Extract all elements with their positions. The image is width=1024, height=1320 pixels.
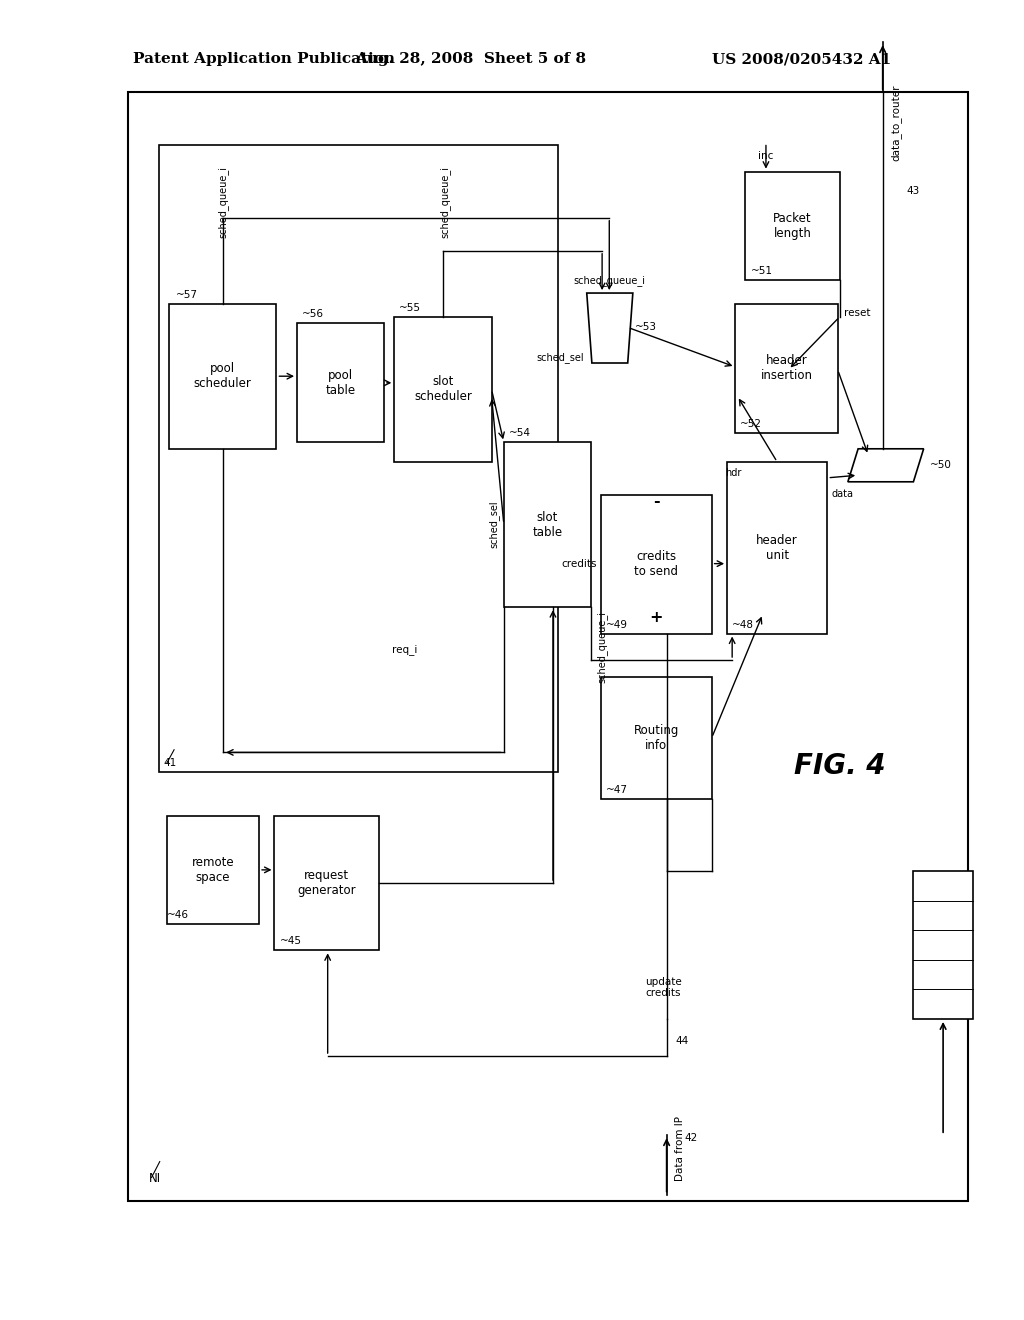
- Text: pool
scheduler: pool scheduler: [194, 362, 252, 391]
- FancyBboxPatch shape: [394, 317, 492, 462]
- Text: sched_queue_i: sched_queue_i: [597, 611, 608, 682]
- FancyBboxPatch shape: [735, 304, 838, 433]
- Text: Data from IP: Data from IP: [675, 1117, 685, 1181]
- FancyBboxPatch shape: [167, 816, 259, 924]
- FancyBboxPatch shape: [601, 677, 712, 799]
- Text: ~55: ~55: [399, 302, 421, 313]
- Text: remote
space: remote space: [191, 855, 234, 884]
- Text: ~48: ~48: [732, 619, 754, 630]
- Text: FIG. 4: FIG. 4: [794, 751, 886, 780]
- Text: ~57: ~57: [176, 289, 198, 300]
- Text: ~46: ~46: [167, 909, 188, 920]
- FancyBboxPatch shape: [159, 145, 558, 772]
- Text: header
unit: header unit: [757, 533, 798, 562]
- Text: Patent Application Publication: Patent Application Publication: [133, 53, 395, 66]
- FancyBboxPatch shape: [913, 871, 973, 1019]
- Text: request
generator: request generator: [297, 869, 356, 898]
- Text: data_to_router: data_to_router: [891, 84, 902, 161]
- Text: 44: 44: [676, 1036, 689, 1047]
- Text: req_i: req_i: [392, 644, 417, 655]
- Text: ~53: ~53: [635, 322, 656, 333]
- Text: +: +: [649, 610, 664, 626]
- Text: sched_sel: sched_sel: [536, 352, 584, 363]
- Text: ~51: ~51: [751, 265, 772, 276]
- Text: sched_queue_i: sched_queue_i: [440, 165, 451, 238]
- Text: Bi: Bi: [958, 904, 970, 917]
- Text: ~45: ~45: [280, 936, 301, 946]
- Text: credits: credits: [561, 558, 597, 569]
- Text: header
insertion: header insertion: [761, 354, 812, 383]
- Text: ~52: ~52: [740, 418, 762, 429]
- FancyBboxPatch shape: [745, 172, 840, 280]
- Polygon shape: [848, 449, 924, 482]
- Text: ~56: ~56: [302, 309, 324, 319]
- Text: Aug. 28, 2008  Sheet 5 of 8: Aug. 28, 2008 Sheet 5 of 8: [355, 53, 587, 66]
- Text: sched_queue_i: sched_queue_i: [218, 165, 228, 238]
- FancyBboxPatch shape: [169, 304, 276, 449]
- Text: ~49: ~49: [606, 619, 628, 630]
- Text: 42: 42: [684, 1133, 697, 1143]
- Text: reset: reset: [844, 308, 870, 318]
- Text: inc: inc: [758, 150, 774, 161]
- FancyBboxPatch shape: [128, 92, 968, 1201]
- Text: NI: NI: [148, 1172, 161, 1185]
- Text: sched_sel: sched_sel: [488, 500, 500, 548]
- Text: ~54: ~54: [509, 428, 530, 438]
- Text: credits
to send: credits to send: [635, 550, 678, 578]
- Text: slot
scheduler: slot scheduler: [414, 375, 472, 404]
- Text: sched_queue_i: sched_queue_i: [573, 276, 645, 286]
- FancyBboxPatch shape: [727, 462, 827, 634]
- Text: hdr: hdr: [725, 467, 741, 478]
- Text: pool
table: pool table: [326, 368, 355, 397]
- Text: Packet
length: Packet length: [773, 211, 812, 240]
- Text: slot
table: slot table: [532, 511, 562, 539]
- Text: update
credits: update credits: [645, 977, 682, 998]
- Text: Routing
info: Routing info: [634, 723, 679, 752]
- Text: ~50: ~50: [930, 459, 951, 470]
- Text: 43: 43: [906, 186, 920, 197]
- Text: -: -: [653, 494, 659, 510]
- FancyBboxPatch shape: [504, 442, 591, 607]
- FancyBboxPatch shape: [274, 816, 379, 950]
- Text: US 2008/0205432 A1: US 2008/0205432 A1: [712, 53, 891, 66]
- FancyBboxPatch shape: [601, 495, 712, 634]
- FancyBboxPatch shape: [297, 323, 384, 442]
- Text: 41: 41: [164, 758, 177, 768]
- Text: ~47: ~47: [606, 784, 628, 795]
- Polygon shape: [587, 293, 633, 363]
- Text: data: data: [831, 488, 853, 499]
